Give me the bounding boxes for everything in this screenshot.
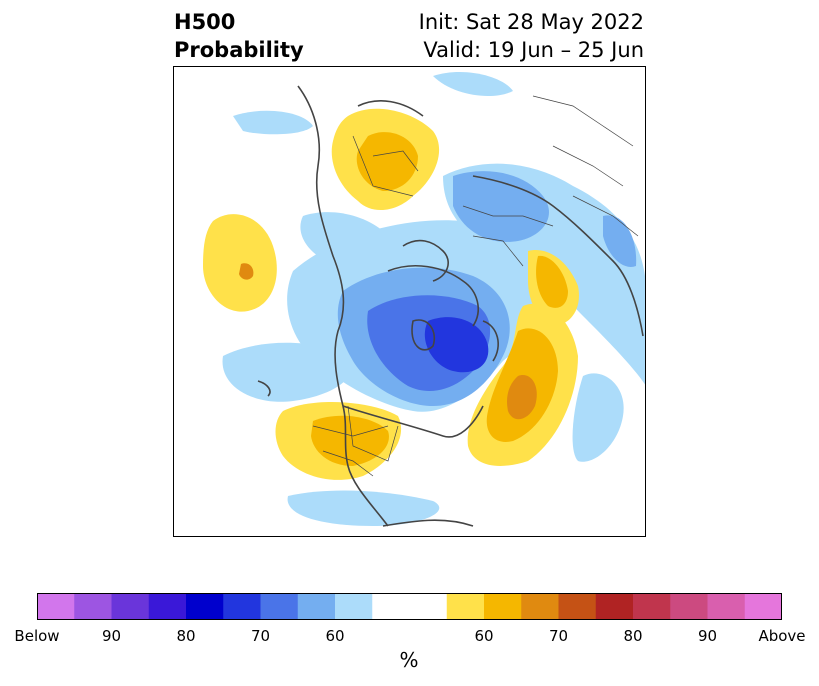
colorbar-tick-label: 80 <box>176 627 196 645</box>
colorbar-tick-label: 80 <box>623 627 643 645</box>
colorbar-segment <box>372 593 410 620</box>
colorbar-segment <box>111 593 150 620</box>
colorbar-segment <box>37 593 75 620</box>
colorbar-segment <box>670 593 708 620</box>
political-borders <box>312 95 639 477</box>
colorbar-segment <box>148 593 187 620</box>
above-normal-mid-region <box>311 132 568 466</box>
colorbar-segment <box>223 593 261 620</box>
colorbar-segment <box>446 593 485 620</box>
colorbar-segment <box>595 593 634 620</box>
colorbar-segment <box>74 593 112 620</box>
colorbar-segment <box>409 593 448 620</box>
valid-date: Valid: 19 Jun – 25 Jun <box>423 38 644 62</box>
title-line-1: H500 <box>174 10 236 34</box>
colorbar-tick-label: 70 <box>548 627 569 645</box>
colorbar-segment <box>633 593 671 620</box>
colorbar-segment <box>707 593 746 620</box>
colorbar-segment <box>335 593 373 620</box>
colorbar-segment <box>521 593 559 620</box>
colorbar-unit-label: % <box>399 648 419 672</box>
above-normal-strong-region <box>239 263 537 420</box>
colorbar-tick-label: 90 <box>697 627 718 645</box>
colorbar <box>37 593 782 620</box>
init-date: Init: Sat 28 May 2022 <box>418 10 644 34</box>
map-frame <box>173 66 646 537</box>
colorbar-tick-label: 60 <box>474 627 494 645</box>
title-line-2: Probability <box>174 38 304 62</box>
colorbar-tick-label: Below <box>14 627 60 645</box>
colorbar-tick-label: Above <box>758 627 806 645</box>
colorbar-tick-label: 60 <box>325 627 345 645</box>
colorbar-segment <box>186 593 224 620</box>
colorbar-segment <box>484 593 522 620</box>
colorbar-segment <box>558 593 597 620</box>
colorbar-segment <box>744 593 782 620</box>
below-normal-deep-region <box>424 317 489 373</box>
colorbar-tick-label: 70 <box>250 627 271 645</box>
probability-map <box>173 66 646 537</box>
coastlines <box>257 85 644 527</box>
chart-title: H500 Probability <box>174 8 304 64</box>
colorbar-segment <box>260 593 299 620</box>
colorbar-segment <box>297 593 336 620</box>
colorbar-frame <box>37 593 782 620</box>
forecast-dates: Init: Sat 28 May 2022 Valid: 19 Jun – 25… <box>419 8 644 64</box>
colorbar-tick-label: 90 <box>101 627 122 645</box>
